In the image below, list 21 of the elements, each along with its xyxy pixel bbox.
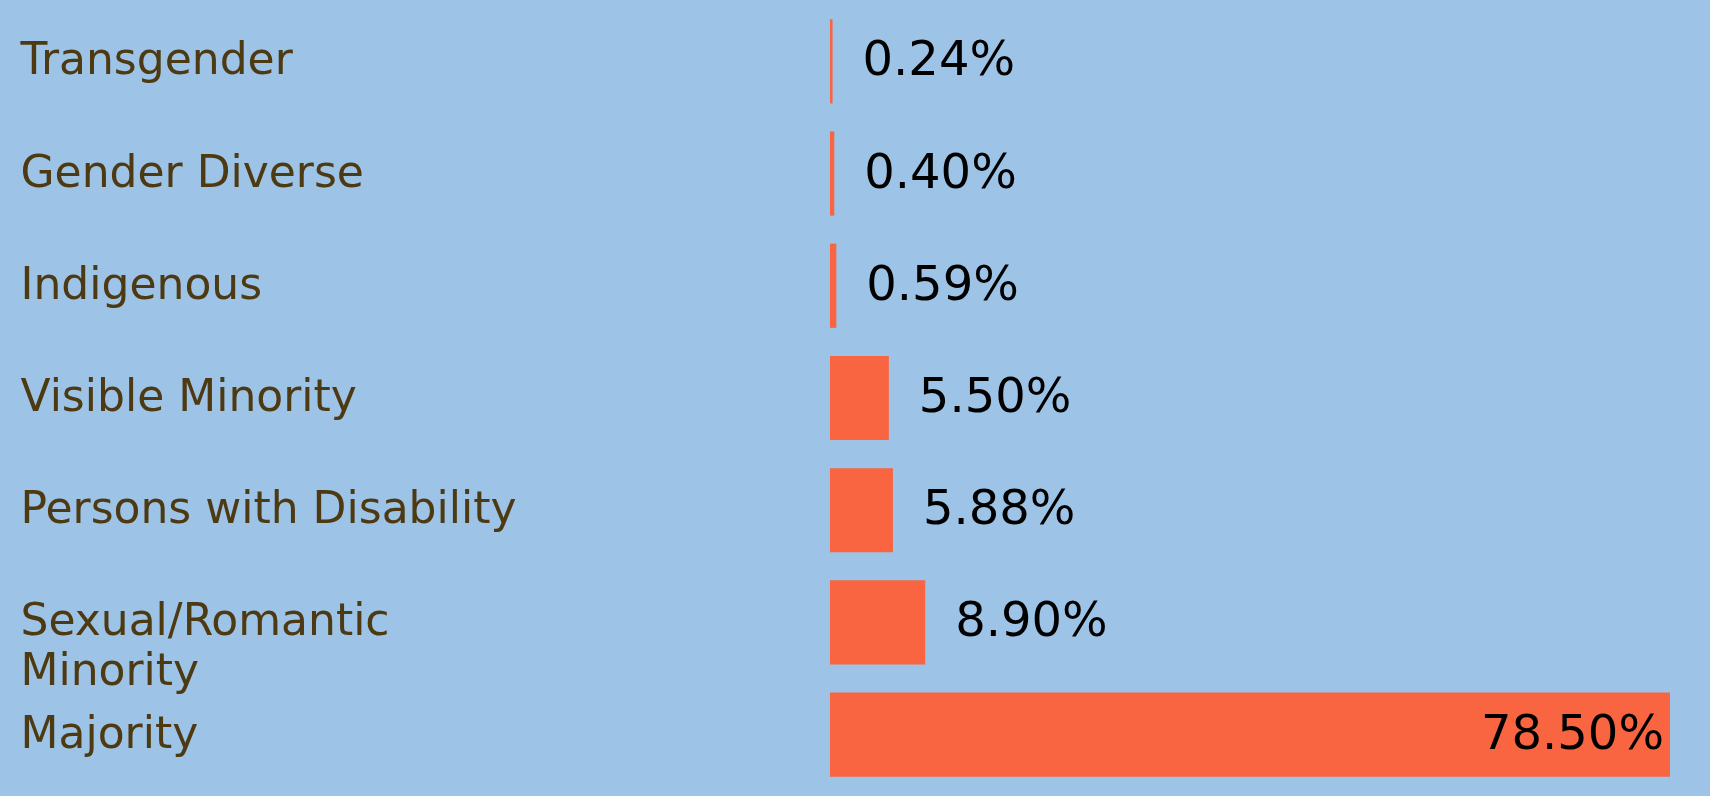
bar (830, 692, 1670, 777)
y-tick-label: Visible Minority (20, 370, 357, 421)
y-tick-label: Transgender (19, 33, 294, 85)
y-tick-label: Indigenous (20, 257, 263, 309)
data-label: 0.59% (866, 254, 1019, 311)
bar (830, 131, 835, 216)
data-label: 5.50% (918, 367, 1072, 423)
bar (830, 355, 889, 441)
bar (830, 580, 926, 665)
data-label: 0.40% (864, 142, 1017, 199)
data-label: 8.90% (955, 591, 1108, 648)
y-tick-label: Majority (20, 706, 199, 758)
y-tick-label: Gender Diverse (20, 145, 364, 197)
bar (830, 19, 833, 104)
data-label: 0.24% (862, 30, 1016, 87)
data-label: 78.50% (1480, 703, 1664, 760)
y-tick-label: Sexual/Romantic Minority (20, 594, 390, 696)
bar (830, 243, 837, 328)
y-tick-label: Persons with Disability (20, 482, 517, 534)
data-label: 5.88% (922, 479, 1076, 536)
bar (830, 468, 893, 553)
